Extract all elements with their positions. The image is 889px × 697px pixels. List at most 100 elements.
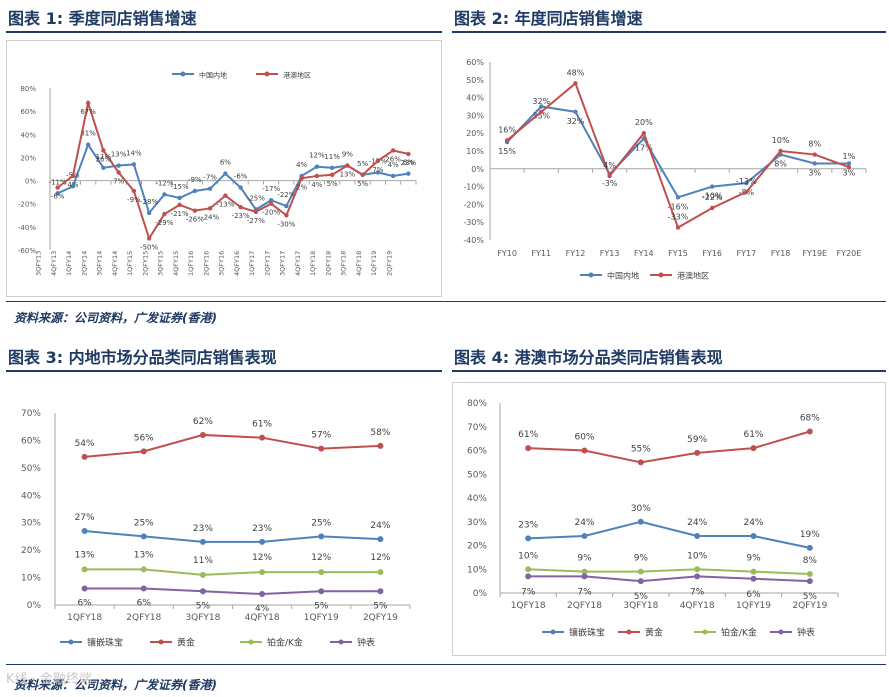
c3-x-label: 2QFY18 [126, 613, 161, 623]
c1-x-label: 3QFY16 [218, 251, 226, 276]
c3-series-point-3 [81, 585, 88, 592]
c4-series-point-2 [637, 568, 644, 575]
c1-series-point-0 [131, 162, 137, 167]
c1-x-label: 3QFY15 [157, 251, 165, 276]
c2-series-point-0 [709, 184, 715, 189]
c1-series-point-0 [375, 170, 381, 175]
chart2-title-rule [452, 31, 886, 33]
c2-ytick-label: 10% [466, 147, 484, 156]
c2-data-label-0: 17% [635, 144, 653, 153]
c3-data-label-1: 62% [193, 417, 213, 427]
c1-data-label-1: 7% [372, 166, 383, 174]
c1-x-label: 2QFY17 [263, 251, 271, 276]
c1-series-point-0 [329, 165, 335, 171]
chart1-legend-label: 港澳地区 [283, 71, 311, 80]
c1-ytick-label: 60% [20, 108, 36, 116]
c2-series-point-0 [573, 109, 578, 115]
c4-data-label-2: 8% [803, 556, 818, 566]
chart3-legend-label: 铂金/K金 [267, 637, 303, 649]
c1-series-point-0 [146, 210, 152, 216]
c2-x-label: FY14 [634, 249, 654, 258]
c1-series-point-0 [162, 192, 167, 197]
c2-series-point-1 [641, 131, 647, 136]
c1-data-label-0: 11% [324, 153, 340, 161]
chart3-legend-label: 镶嵌珠宝 [87, 637, 123, 649]
c2-series-point-0 [846, 161, 852, 166]
chart3-legend-marker [158, 639, 164, 645]
c2-series-point-1 [744, 189, 749, 195]
c2-data-label-1: 48% [567, 68, 585, 77]
c2-series-point-1 [607, 173, 612, 179]
c1-series-point-1 [238, 204, 243, 210]
c1-series-point-0 [85, 142, 91, 147]
c1-series-line-1 [57, 99, 409, 241]
c1-series-point-1 [207, 206, 213, 211]
c4-series-point-1 [694, 449, 701, 456]
c3-data-label-2: 11% [193, 556, 213, 566]
c1-data-label-0: -12% [155, 179, 173, 187]
c4-data-label-2: 9% [577, 554, 592, 564]
c2-data-label-1: 1% [843, 152, 856, 161]
c4-series-point-0 [694, 533, 701, 539]
c2-x-label: FY11 [531, 249, 551, 258]
c3-data-label-3: 4% [255, 604, 270, 614]
c1-x-label: 4QFY17 [294, 251, 302, 276]
c3-series-point-3 [318, 588, 325, 595]
c1-x-label: 4QFY15 [172, 251, 180, 276]
c3-data-label-1: 61% [252, 420, 272, 430]
source-bottom-rule [6, 664, 886, 665]
chart3-legend-marker [248, 639, 254, 645]
c2-data-label-0: -16% [668, 202, 689, 211]
c1-data-label-0: 4% [388, 161, 399, 169]
c4-data-label-3: 7% [690, 587, 705, 597]
c1-series-point-0 [314, 164, 320, 169]
c3-ytick-label: 0% [27, 601, 42, 611]
c1-data-label-1: -21% [171, 210, 189, 218]
c1-series-point-0 [238, 185, 243, 190]
c4-series-point-0 [637, 518, 644, 525]
c2-data-label-0: -3% [602, 179, 618, 188]
c2-x-label: FY20E [837, 249, 862, 258]
c3-series-point-0 [81, 527, 88, 534]
c2-series-point-1 [812, 152, 817, 157]
c2-x-label: FY10 [497, 249, 517, 258]
c4-data-label-3: 7% [521, 587, 536, 597]
c3-data-label-3: 5% [196, 601, 211, 611]
c1-series-point-0 [268, 198, 274, 203]
c1-data-label-0: -28% [140, 198, 158, 206]
c4-series-point-0 [806, 544, 813, 551]
c3-series-point-3 [377, 588, 384, 595]
c4-series-point-3 [581, 573, 588, 580]
c1-x-label: 3QFY17 [279, 251, 287, 276]
c4-data-label-2: 10% [687, 551, 707, 561]
c2-ytick-label: -20% [463, 200, 484, 209]
c1-data-label-1: -20% [262, 209, 280, 217]
c3-series-point-2 [140, 566, 147, 573]
c2-data-label-1: 8% [808, 140, 821, 149]
c2-series-point-1 [675, 225, 681, 230]
c3-data-label-2: 13% [75, 550, 95, 560]
c1-series-point-0 [70, 184, 76, 189]
watermark: K线 · 金融终端 [6, 672, 92, 687]
c1-series-point-1 [284, 213, 289, 218]
c1-data-label-1: -30% [277, 220, 295, 228]
c1-x-label: 3QFY14 [96, 251, 104, 276]
c1-series-point-1 [70, 173, 76, 179]
chart4-legend-marker [702, 629, 708, 635]
c3-data-label-1: 54% [75, 439, 95, 449]
c2-ytick-label: -30% [463, 218, 484, 227]
c4-data-label-2: 9% [746, 554, 761, 564]
c3-data-label-1: 58% [370, 428, 390, 438]
c1-series-point-0 [207, 186, 213, 191]
c4-data-label-1: 55% [631, 444, 651, 454]
c2-ytick-label: 20% [466, 129, 484, 138]
chart4-title-rule [452, 370, 886, 372]
c1-data-label-1: 5% [327, 180, 338, 188]
c3-series-point-2 [81, 566, 88, 573]
c1-series-point-1 [268, 201, 274, 206]
c1-data-label-0: 9% [342, 151, 353, 159]
c1-series-point-1 [146, 236, 152, 241]
c4-series-point-0 [525, 535, 532, 542]
